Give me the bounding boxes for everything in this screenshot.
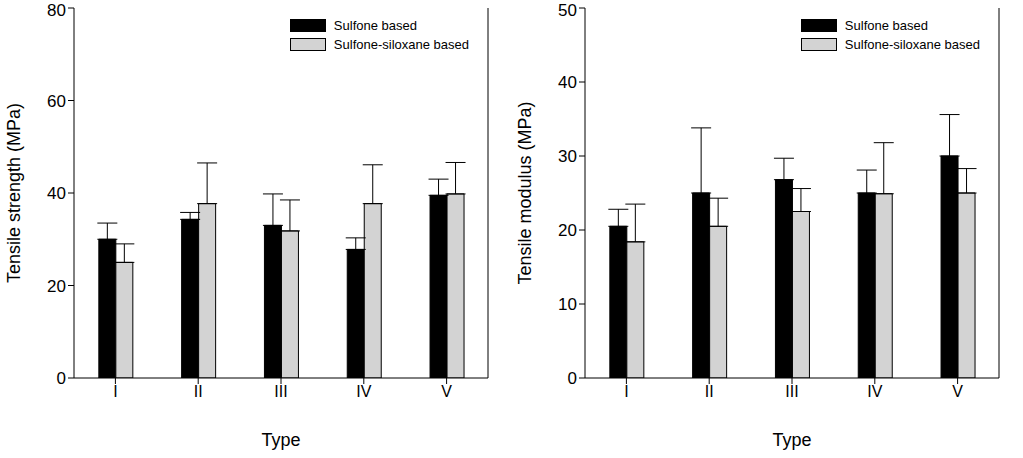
svg-text:20: 20 [558, 221, 577, 240]
svg-text:III: III [785, 383, 798, 400]
html-text:Sulfone based: Sulfone based [844, 18, 928, 33]
svg-text:10: 10 [558, 295, 577, 314]
svg-text:40: 40 [558, 73, 577, 92]
svg-text:V: V [952, 383, 963, 400]
html-text:Sulfone based: Sulfone based [333, 18, 417, 33]
svg-text:V: V [441, 383, 452, 400]
svg-text:Type: Type [261, 430, 300, 450]
svg-text:Tensile strength (MPa): Tensile strength (MPa) [8, 103, 24, 283]
svg-text:II: II [194, 383, 203, 400]
svg-text:0: 0 [57, 369, 66, 388]
html-text:Sulfone-siloxane based: Sulfone-siloxane based [844, 37, 980, 52]
svg-text:20: 20 [47, 277, 66, 296]
html-text:Sulfone-siloxane based: Sulfone-siloxane based [333, 37, 469, 52]
svg-text:I: I [113, 383, 117, 400]
svg-text:0: 0 [568, 369, 577, 388]
svg-text:II: II [705, 383, 714, 400]
svg-text:IV: IV [867, 383, 882, 400]
svg-text:Tensile modulus (MPa): Tensile modulus (MPa) [515, 101, 535, 284]
svg-text:80: 80 [47, 1, 66, 20]
svg-text:30: 30 [558, 147, 577, 166]
svg-text:III: III [274, 383, 287, 400]
svg-text:IV: IV [356, 383, 371, 400]
svg-text:60: 60 [47, 92, 66, 111]
svg-text:50: 50 [558, 1, 577, 20]
svg-text:Type: Type [772, 430, 811, 450]
svg-text:40: 40 [47, 184, 66, 203]
svg-text:I: I [624, 383, 628, 400]
